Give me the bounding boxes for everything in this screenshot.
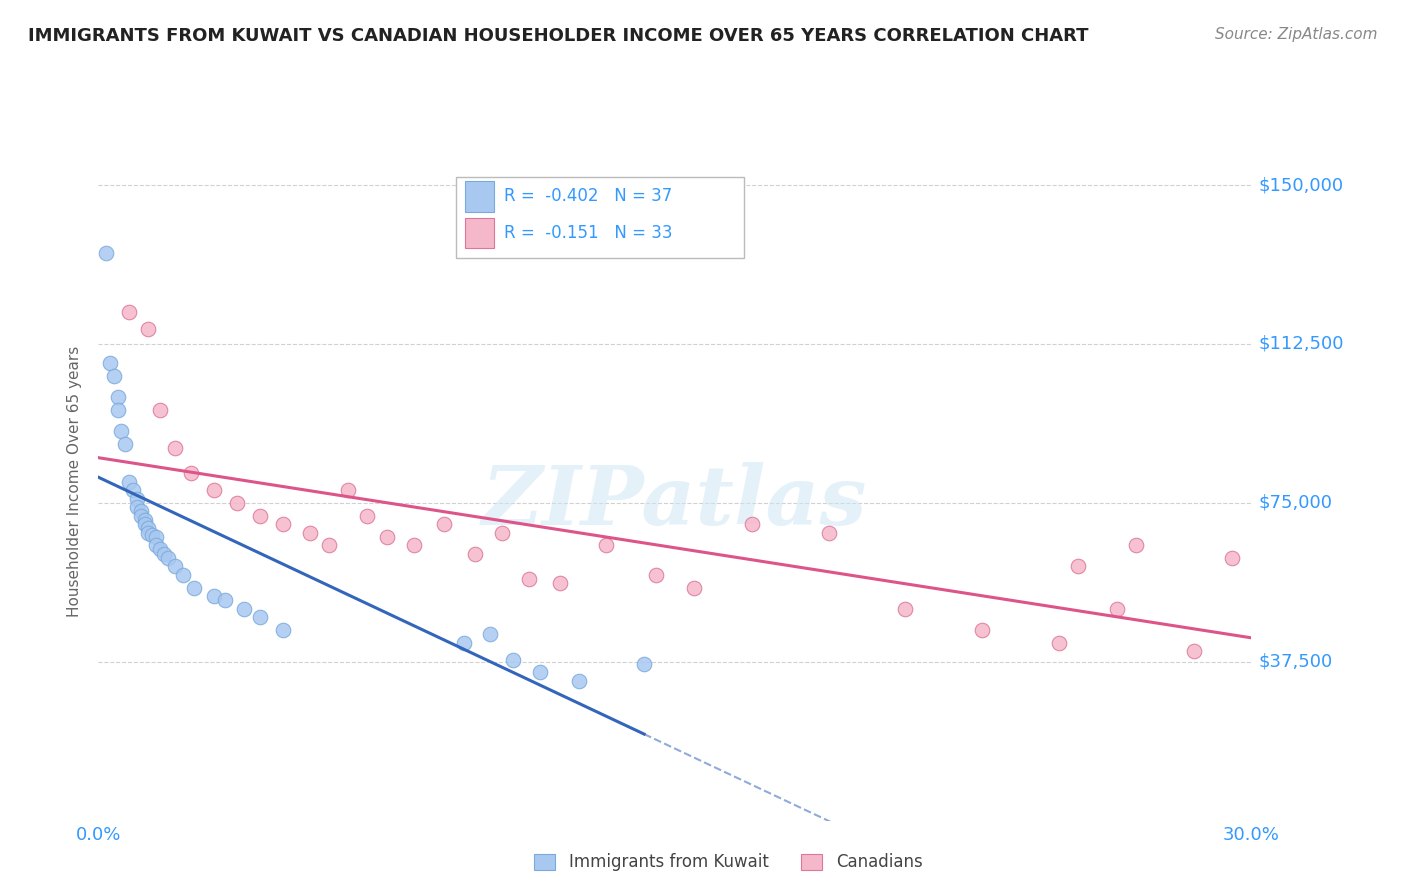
Point [595, 538, 617, 552]
Point [894, 601, 917, 615]
Point [145, 538, 167, 552]
Point [149, 402, 172, 417]
Bar [465, 218, 494, 248]
Point [180, 466, 202, 480]
Point [817, 525, 839, 540]
Point [202, 589, 225, 603]
Point [134, 513, 156, 527]
Point [183, 581, 205, 595]
Point [172, 568, 194, 582]
Text: $150,000: $150,000 [1258, 176, 1344, 194]
Point [103, 368, 125, 383]
Point [114, 436, 136, 450]
Point [110, 424, 132, 438]
Point [298, 525, 321, 540]
Point [145, 530, 167, 544]
Text: Canadians: Canadians [837, 853, 924, 871]
Bar [465, 181, 494, 211]
Point [125, 491, 148, 506]
Point [152, 547, 174, 561]
Point [517, 572, 540, 586]
Point [402, 538, 425, 552]
Point [107, 390, 129, 404]
Text: $112,500: $112,500 [1258, 335, 1344, 353]
Point [1125, 538, 1147, 552]
Point [271, 623, 294, 637]
Y-axis label: Householder Income Over 65 years: Householder Income Over 65 years [67, 346, 83, 617]
Point [683, 581, 706, 595]
Point [972, 623, 994, 637]
Point [568, 673, 591, 688]
Point [156, 550, 179, 566]
Point [138, 322, 160, 336]
Point [129, 504, 152, 518]
Point [107, 402, 129, 417]
Point [502, 653, 524, 667]
Point [741, 516, 763, 531]
Text: ZIPatlas: ZIPatlas [482, 462, 868, 542]
Point [548, 576, 571, 591]
Point [433, 516, 456, 531]
Text: R =  -0.151   N = 33: R = -0.151 N = 33 [505, 224, 672, 242]
Point [633, 657, 655, 671]
Point [1182, 644, 1205, 658]
Point [491, 525, 513, 540]
Point [94, 245, 117, 260]
Point [318, 538, 340, 552]
Point [129, 508, 152, 523]
Point [1220, 550, 1243, 566]
Point [644, 568, 666, 582]
FancyBboxPatch shape [456, 177, 744, 258]
Point [214, 593, 236, 607]
Point [225, 496, 247, 510]
Point [464, 547, 486, 561]
Point [165, 559, 187, 574]
Text: Source: ZipAtlas.com: Source: ZipAtlas.com [1215, 27, 1378, 42]
Point [249, 610, 271, 624]
Point [98, 356, 121, 370]
Point [1047, 635, 1070, 649]
Point [138, 521, 160, 535]
Text: IMMIGRANTS FROM KUWAIT VS CANADIAN HOUSEHOLDER INCOME OVER 65 YEARS CORRELATION : IMMIGRANTS FROM KUWAIT VS CANADIAN HOUSE… [28, 27, 1088, 45]
Point [202, 483, 225, 497]
Point [134, 516, 156, 531]
Point [453, 635, 475, 649]
Text: $37,500: $37,500 [1258, 653, 1333, 671]
Text: Immigrants from Kuwait: Immigrants from Kuwait [569, 853, 769, 871]
Text: R =  -0.402   N = 37: R = -0.402 N = 37 [505, 187, 672, 205]
Point [118, 305, 141, 319]
Point [1105, 601, 1128, 615]
Point [138, 525, 160, 540]
Point [249, 508, 271, 523]
Point [356, 508, 378, 523]
Point [337, 483, 360, 497]
Point [141, 527, 163, 541]
Point [149, 542, 172, 557]
Point [479, 627, 502, 641]
Point [118, 475, 141, 489]
Point [165, 441, 187, 455]
Point [233, 601, 256, 615]
Point [1067, 559, 1090, 574]
Point [375, 530, 398, 544]
Text: $75,000: $75,000 [1258, 494, 1333, 512]
Point [125, 500, 148, 514]
Point [271, 516, 294, 531]
Point [529, 665, 551, 680]
Point [122, 483, 145, 497]
